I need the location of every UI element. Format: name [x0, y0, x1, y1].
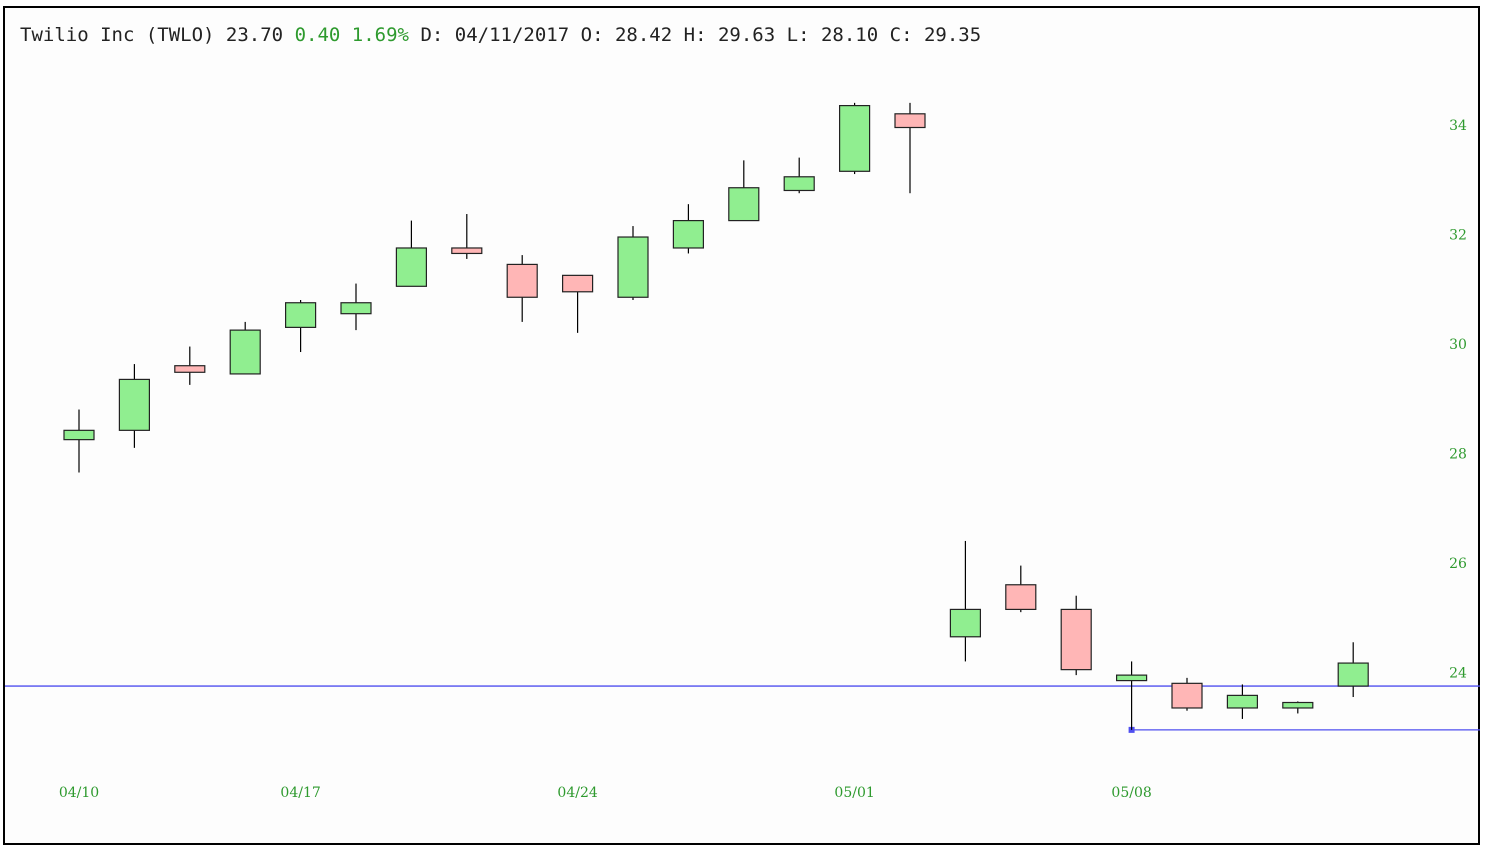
candle-body-04/19 [395, 247, 427, 287]
open-label: O: [580, 24, 604, 46]
y-tick-label-32: 32 [1449, 227, 1467, 243]
candle-body-04/24 [561, 274, 594, 293]
candle-body-04/11 [118, 378, 151, 431]
candle-body-05/12 [1337, 662, 1369, 687]
ticker-name: Twilio Inc (TWLO) [20, 24, 215, 46]
candle-body-04/21 [506, 263, 538, 298]
date-value: 04/11/2017 [454, 24, 570, 46]
candle-body-05/10 [1226, 694, 1259, 709]
y-tick-label-30: 30 [1449, 337, 1467, 353]
quote-header: Twilio Inc (TWLO) 23.70 0.40 1.69% D: 04… [20, 24, 981, 46]
x-tick-label: 04/10 [59, 785, 99, 801]
candle-body-04/28 [783, 176, 815, 192]
x-tick-label: 05/08 [1111, 785, 1151, 801]
y-tick-label-34: 34 [1449, 118, 1467, 134]
candle-body-04/17 [285, 302, 317, 328]
price-change: 0.40 [294, 24, 341, 46]
candle-body-05/05 [1060, 608, 1092, 671]
close-value: 29.35 [923, 24, 982, 46]
candle-body-04/10 [63, 429, 95, 441]
candle-body-04/25 [617, 236, 649, 298]
x-tick-label: 05/01 [834, 785, 874, 801]
close-label: C: [889, 24, 913, 46]
low-value: 28.10 [820, 24, 879, 46]
open-value: 28.42 [614, 24, 673, 46]
price-change-percent: 1.69% [351, 24, 409, 46]
y-tick-label-24: 24 [1449, 665, 1467, 681]
candle-body-05/03 [949, 608, 982, 638]
candle-body-05/02 [894, 113, 926, 129]
candle-body-04/27 [728, 187, 760, 222]
candle-body-05/09 [1171, 682, 1203, 709]
x-tick-label: 04/24 [557, 785, 597, 801]
y-tick-label-28: 28 [1449, 446, 1467, 462]
candle-body-05/11 [1282, 701, 1314, 709]
high-value: 29.63 [717, 24, 776, 46]
high-label: H: [683, 24, 707, 46]
x-tick-label: 04/17 [280, 785, 320, 801]
last-price: 23.70 [225, 24, 284, 46]
candle-body-04/12 [174, 365, 206, 373]
candle-body-04/13 [229, 329, 261, 375]
candle-body-04/18 [340, 302, 372, 315]
date-label: D: [420, 24, 444, 46]
candle-body-04/26 [672, 219, 705, 249]
candle-body-04/20 [451, 247, 483, 255]
low-label: L: [786, 24, 810, 46]
y-tick-label-26: 26 [1449, 556, 1467, 572]
candle-body-05/04 [1005, 584, 1037, 611]
candle-body-05/01 [838, 104, 871, 172]
candle-body-05/08 [1115, 674, 1148, 682]
